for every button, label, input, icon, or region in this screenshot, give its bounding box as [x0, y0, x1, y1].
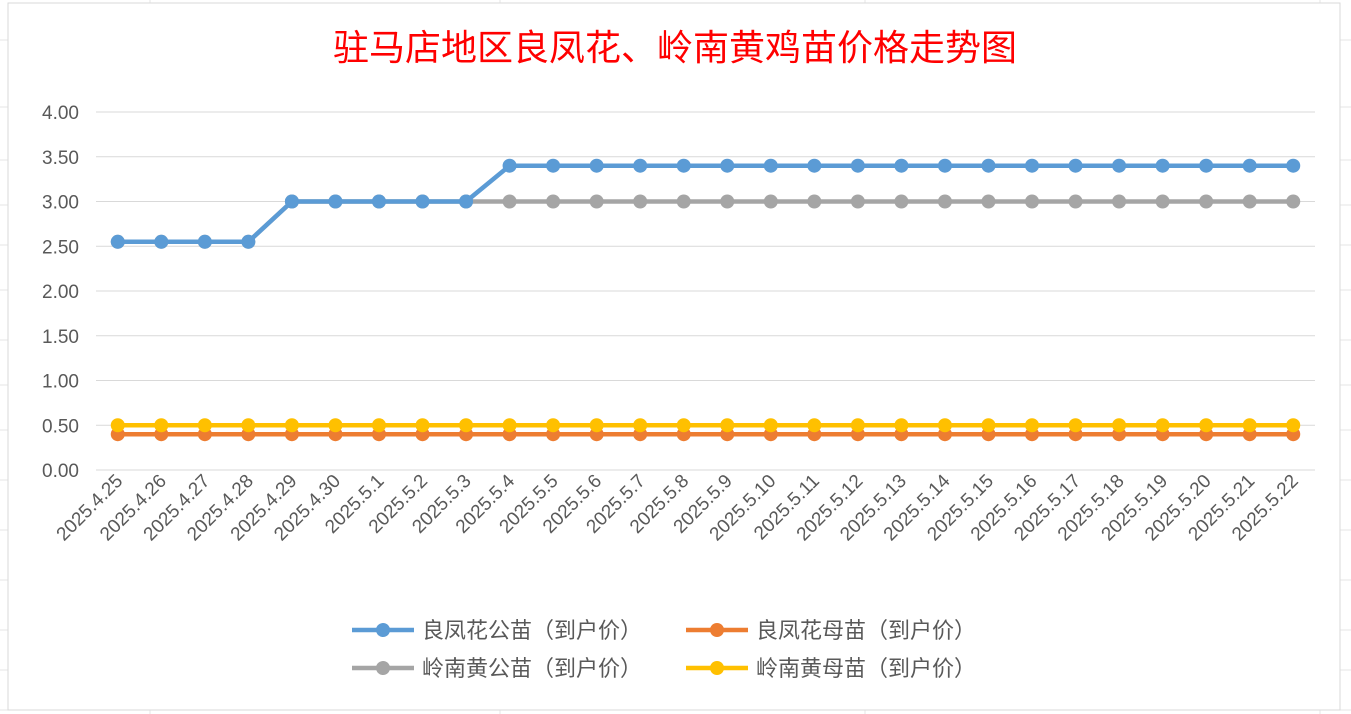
- data-point: [720, 158, 735, 173]
- data-point: [850, 158, 865, 173]
- data-point: [1286, 158, 1301, 173]
- data-point: [1068, 194, 1083, 209]
- data-point: [1025, 158, 1040, 173]
- y-tick-label: 3.00: [42, 193, 79, 214]
- data-point: [676, 418, 691, 433]
- data-point: [1112, 194, 1127, 209]
- data-point: [197, 234, 212, 249]
- chart-title: 驻马店地区良凤花、岭南黄鸡苗价格走势图: [333, 28, 1017, 69]
- data-point: [850, 418, 865, 433]
- data-point: [720, 194, 735, 209]
- data-point: [1025, 194, 1040, 209]
- data-point: [894, 194, 909, 209]
- data-point: [763, 158, 778, 173]
- data-point: [937, 194, 952, 209]
- data-point: [546, 418, 561, 433]
- data-point: [676, 194, 691, 209]
- data-point: [589, 194, 604, 209]
- y-tick-label: 2.00: [42, 282, 79, 303]
- data-point: [1155, 158, 1170, 173]
- data-point: [1155, 418, 1170, 433]
- data-point: [1199, 158, 1214, 173]
- data-point: [1286, 194, 1301, 209]
- data-point: [1199, 194, 1214, 209]
- data-point: [110, 418, 125, 433]
- data-point: [197, 418, 212, 433]
- data-point: [284, 194, 299, 209]
- data-point: [937, 158, 952, 173]
- data-point: [633, 194, 648, 209]
- data-point: [894, 418, 909, 433]
- data-point: [502, 158, 517, 173]
- data-point: [1286, 418, 1301, 433]
- chart-border: [7, 2, 1341, 711]
- data-point: [284, 418, 299, 433]
- y-tick-label: 4.00: [42, 103, 79, 124]
- data-point: [633, 158, 648, 173]
- data-point: [459, 194, 474, 209]
- legend-marker: [376, 661, 390, 675]
- data-point: [589, 158, 604, 173]
- data-point: [154, 234, 169, 249]
- data-point: [459, 418, 474, 433]
- data-point: [502, 418, 517, 433]
- data-point: [981, 158, 996, 173]
- data-point: [1242, 158, 1257, 173]
- data-point: [415, 194, 430, 209]
- data-point: [807, 194, 822, 209]
- data-point: [241, 234, 256, 249]
- data-point: [1155, 194, 1170, 209]
- data-point: [328, 194, 343, 209]
- data-point: [807, 418, 822, 433]
- data-point: [981, 194, 996, 209]
- series-line: [117, 163, 1294, 245]
- data-point: [1242, 418, 1257, 433]
- legend-marker: [710, 623, 724, 637]
- data-point: [937, 418, 952, 433]
- data-point: [1068, 418, 1083, 433]
- y-tick-label: 3.50: [42, 148, 79, 169]
- data-point: [502, 194, 517, 209]
- data-point: [1112, 158, 1127, 173]
- data-point: [546, 194, 561, 209]
- data-point: [981, 418, 996, 433]
- legend-label: 岭南黄公苗（到户价）: [422, 657, 642, 682]
- data-point: [1199, 418, 1214, 433]
- y-tick-label: 1.00: [42, 372, 79, 393]
- data-point: [850, 194, 865, 209]
- data-point: [763, 418, 778, 433]
- data-point: [633, 418, 648, 433]
- data-point: [676, 158, 691, 173]
- data-point: [1025, 418, 1040, 433]
- data-point: [1242, 194, 1257, 209]
- y-tick-label: 1.50: [42, 327, 79, 348]
- y-tick-label: 2.50: [42, 237, 79, 258]
- data-point: [894, 158, 909, 173]
- legend-label: 良凤花母苗（到户价）: [756, 619, 976, 644]
- data-point: [415, 418, 430, 433]
- data-point: [110, 234, 125, 249]
- legend-label: 良凤花公苗（到户价）: [422, 619, 642, 644]
- legend-marker: [710, 661, 724, 675]
- data-point: [154, 418, 169, 433]
- data-point: [589, 418, 604, 433]
- y-tick-label: 0.50: [42, 416, 79, 437]
- data-point: [1068, 158, 1083, 173]
- data-point: [546, 158, 561, 173]
- data-point: [241, 418, 256, 433]
- data-point: [807, 158, 822, 173]
- legend-label: 岭南黄母苗（到户价）: [756, 657, 976, 682]
- data-point: [328, 418, 343, 433]
- data-point: [763, 194, 778, 209]
- data-point: [720, 418, 735, 433]
- legend-marker: [376, 623, 390, 637]
- data-point: [371, 194, 386, 209]
- data-point: [371, 418, 386, 433]
- y-tick-label: 0.00: [42, 461, 79, 482]
- data-point: [1112, 418, 1127, 433]
